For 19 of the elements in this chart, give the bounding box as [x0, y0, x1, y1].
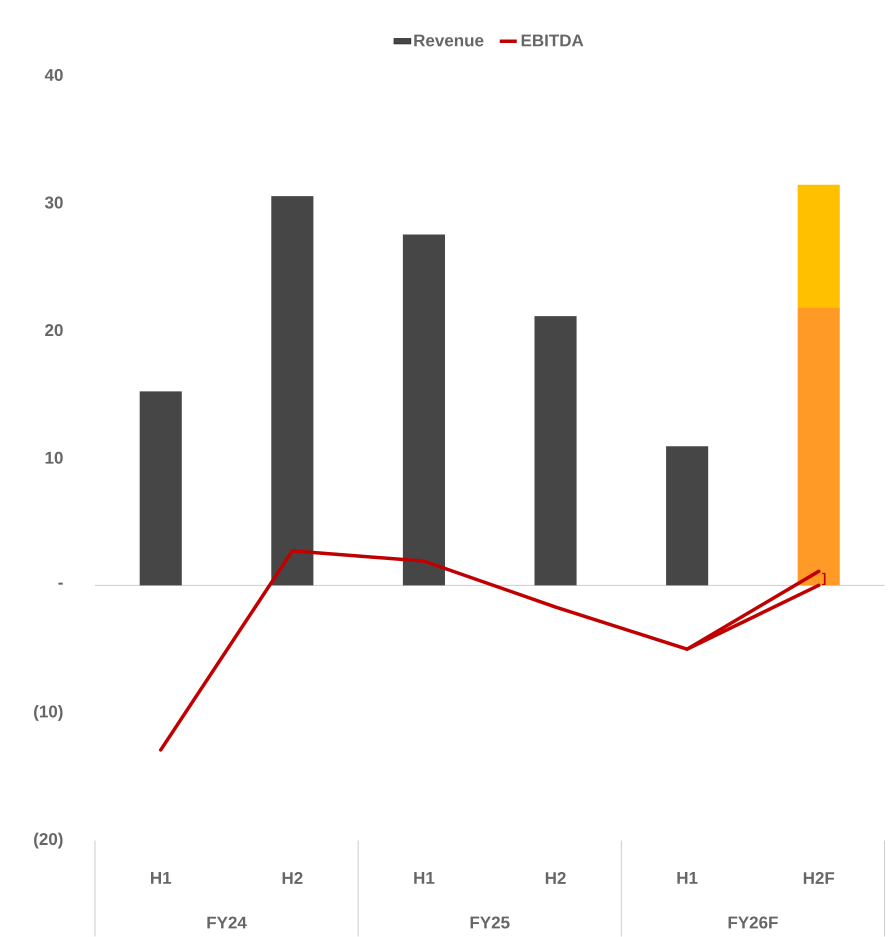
y-tick-label: (10) [34, 705, 63, 721]
annotation: ] [822, 572, 826, 586]
y-tick-label: 20 [45, 324, 63, 336]
y-tick-label: 40 [45, 68, 63, 81]
x-tick-label: H2F [804, 872, 834, 884]
x-tick-label: H2 [546, 872, 566, 884]
text: FY25 [470, 916, 510, 929]
y-tick-label: 10 [46, 452, 63, 464]
legend-label: Revenue [414, 34, 484, 46]
text: FY24 [208, 916, 247, 928]
x-tick-label: H1 [678, 872, 698, 884]
y-tick-label: 30 [45, 196, 63, 209]
x-tick-label: H1 [151, 872, 172, 884]
legend-label: EBITDA [522, 34, 584, 46]
x-tick-label: H2 [282, 872, 303, 884]
y-tick-label: - [58, 582, 63, 585]
text: FY26F [728, 916, 778, 929]
y-tick-label: (20) [34, 832, 63, 848]
x-tick-label: H1 [414, 872, 435, 884]
